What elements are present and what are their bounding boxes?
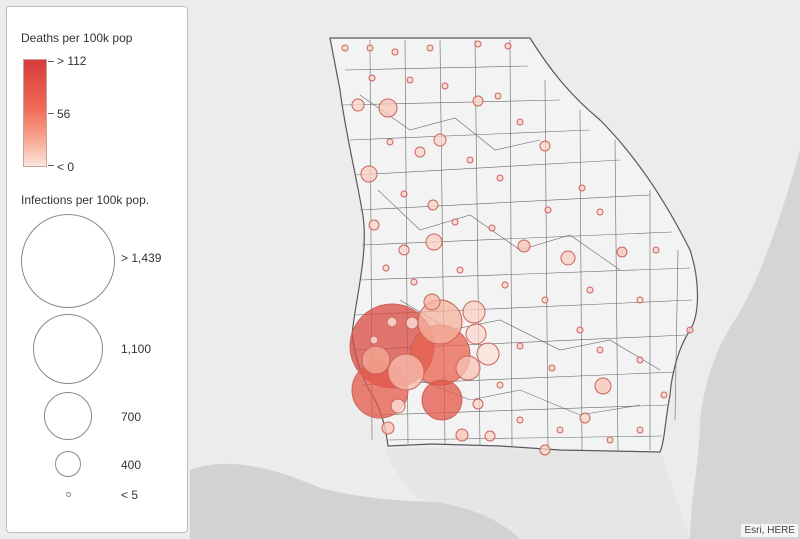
county-symbol xyxy=(488,224,496,232)
county-symbol xyxy=(421,379,463,421)
county-symbol xyxy=(455,355,481,381)
size-circle-smallest xyxy=(66,492,71,497)
county-symbol xyxy=(472,95,484,107)
county-symbol xyxy=(539,444,551,456)
county-symbol xyxy=(516,416,524,424)
county-symbol xyxy=(496,174,504,182)
county-symbol xyxy=(451,218,459,226)
county-symbol xyxy=(433,133,447,147)
county-symbol xyxy=(456,266,464,274)
county-symbol xyxy=(516,118,524,126)
infections-legend-title: Infections per 100k pop. xyxy=(21,193,150,207)
map-attribution[interactable]: Esri, HERE xyxy=(741,524,798,537)
county-symbol xyxy=(405,316,419,330)
size-circle-largest xyxy=(21,214,115,308)
atlantic-water xyxy=(690,150,800,539)
county-symbol xyxy=(474,40,482,48)
county-symbol xyxy=(501,281,509,289)
county-symbol xyxy=(341,44,349,52)
county-symbol xyxy=(410,278,418,286)
county-symbol xyxy=(496,381,504,389)
county-symbol xyxy=(426,44,434,52)
county-symbol xyxy=(606,436,614,444)
county-symbol xyxy=(361,345,391,375)
size-circle-medium xyxy=(44,392,92,440)
county-symbol xyxy=(351,98,365,112)
county-symbol xyxy=(494,92,502,100)
county-symbol xyxy=(462,300,486,324)
county-symbol xyxy=(616,246,628,258)
county-symbol xyxy=(369,335,379,345)
county-symbol xyxy=(368,219,380,231)
size-circle-large xyxy=(33,314,103,384)
county-symbol xyxy=(504,42,512,50)
county-symbol xyxy=(387,353,425,391)
size-label-2: 1,100 xyxy=(121,342,152,356)
size-label-3: 700 xyxy=(121,410,142,424)
size-label-4: 400 xyxy=(121,458,142,472)
county-symbol xyxy=(636,296,644,304)
county-symbol xyxy=(368,74,376,82)
county-symbol xyxy=(484,430,496,442)
county-symbol xyxy=(441,82,449,90)
county-symbol xyxy=(576,326,584,334)
deaths-color-ramp xyxy=(23,59,47,167)
size-label-5: < 5 xyxy=(121,488,139,502)
florida-land xyxy=(385,448,690,539)
county-symbol xyxy=(476,342,500,366)
county-symbol xyxy=(455,428,469,442)
county-symbol xyxy=(366,44,374,52)
county-symbol xyxy=(423,293,441,311)
county-symbol xyxy=(539,140,551,152)
county-symbol xyxy=(406,76,414,84)
county-symbol xyxy=(594,377,612,395)
county-symbol xyxy=(636,426,644,434)
county-symbol xyxy=(472,398,484,410)
deaths-high-label: > 112 xyxy=(57,54,87,68)
county-symbol xyxy=(417,299,463,345)
county-symbol xyxy=(636,356,644,364)
infection-symbols xyxy=(341,40,694,456)
ramp-tick-mid xyxy=(48,113,54,114)
county-symbol xyxy=(466,156,474,164)
county-symbol xyxy=(548,364,556,372)
county-symbol xyxy=(660,391,668,399)
county-symbol xyxy=(427,199,439,211)
county-symbol xyxy=(578,184,586,192)
size-circle-small xyxy=(55,451,81,477)
county-symbol xyxy=(544,206,552,214)
ramp-tick-high xyxy=(48,61,54,62)
county-symbol xyxy=(378,98,398,118)
county-symbol xyxy=(465,323,487,345)
county-symbol xyxy=(517,239,531,253)
county-symbol xyxy=(556,426,564,434)
county-symbol xyxy=(414,146,426,158)
county-symbol xyxy=(596,346,604,354)
county-symbol xyxy=(360,165,378,183)
county-symbol xyxy=(391,48,399,56)
county-symbol xyxy=(386,316,398,328)
county-symbol xyxy=(516,342,524,350)
county-symbol xyxy=(425,233,443,251)
ramp-tick-low xyxy=(48,165,54,166)
county-symbol xyxy=(382,264,390,272)
county-symbol xyxy=(386,138,394,146)
county-symbol xyxy=(560,250,576,266)
county-symbol xyxy=(400,190,408,198)
county-symbol xyxy=(398,244,410,256)
county-symbol xyxy=(596,208,604,216)
county-symbol xyxy=(652,246,660,254)
county-symbol xyxy=(541,296,549,304)
size-label-1: > 1,439 xyxy=(121,251,162,265)
county-symbol xyxy=(381,421,395,435)
county-symbol xyxy=(390,398,406,414)
county-symbol xyxy=(686,326,694,334)
map-legend: Deaths per 100k pop > 112 56 < 0 Infecti… xyxy=(6,6,188,533)
deaths-legend-title: Deaths per 100k pop xyxy=(21,31,133,45)
deaths-mid-label: 56 xyxy=(57,107,71,121)
deaths-low-label: < 0 xyxy=(57,160,75,174)
county-symbol xyxy=(586,286,594,294)
county-symbol xyxy=(579,412,591,424)
